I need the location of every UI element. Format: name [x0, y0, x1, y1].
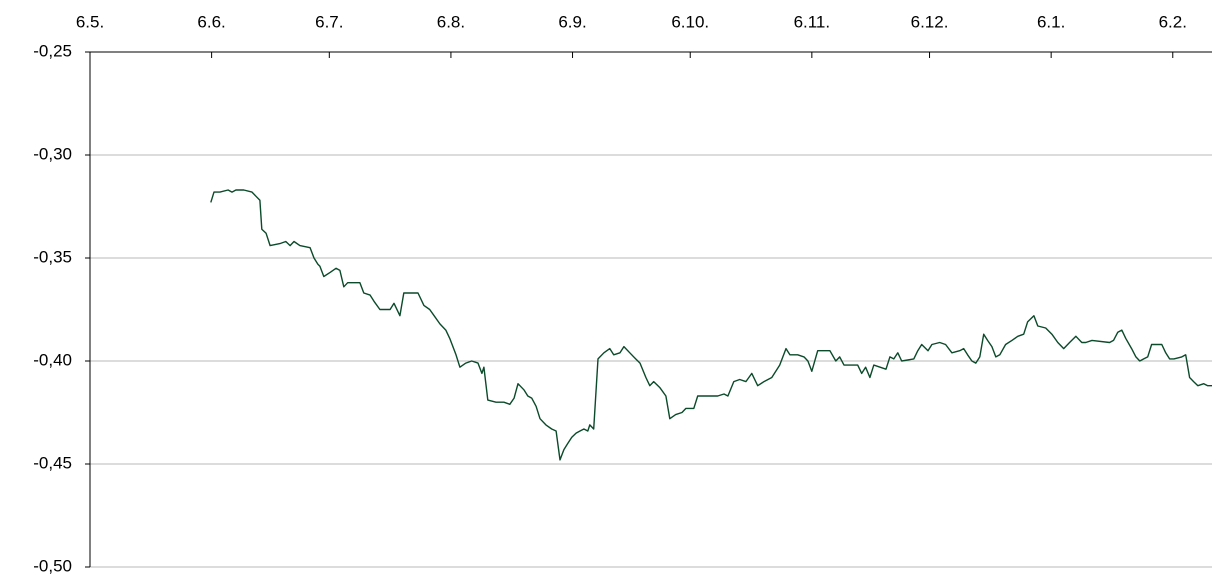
x-tick-label: 6.1. — [1037, 12, 1065, 31]
y-tick-label: -0,45 — [33, 453, 72, 472]
y-tick-label: -0,25 — [33, 41, 72, 60]
x-tick-label: 6.10. — [671, 12, 709, 31]
x-tick-label: 6.8. — [437, 12, 465, 31]
series-line — [210, 189, 1212, 461]
x-tick-label: 6.9. — [558, 12, 586, 31]
x-tick-label: 6.12. — [911, 12, 949, 31]
x-tick-label: 6.6. — [197, 12, 225, 31]
x-tick-label: 6.2. — [1159, 12, 1187, 31]
y-tick-label: -0,30 — [33, 144, 72, 163]
x-tick-label: 6.11. — [794, 12, 831, 31]
x-tick-label: 6.7. — [315, 12, 343, 31]
y-tick-label: -0,40 — [33, 350, 72, 369]
x-tick-label: 6.5. — [76, 12, 104, 31]
y-tick-label: -0,35 — [33, 247, 72, 266]
y-tick-label: -0,50 — [33, 556, 72, 575]
